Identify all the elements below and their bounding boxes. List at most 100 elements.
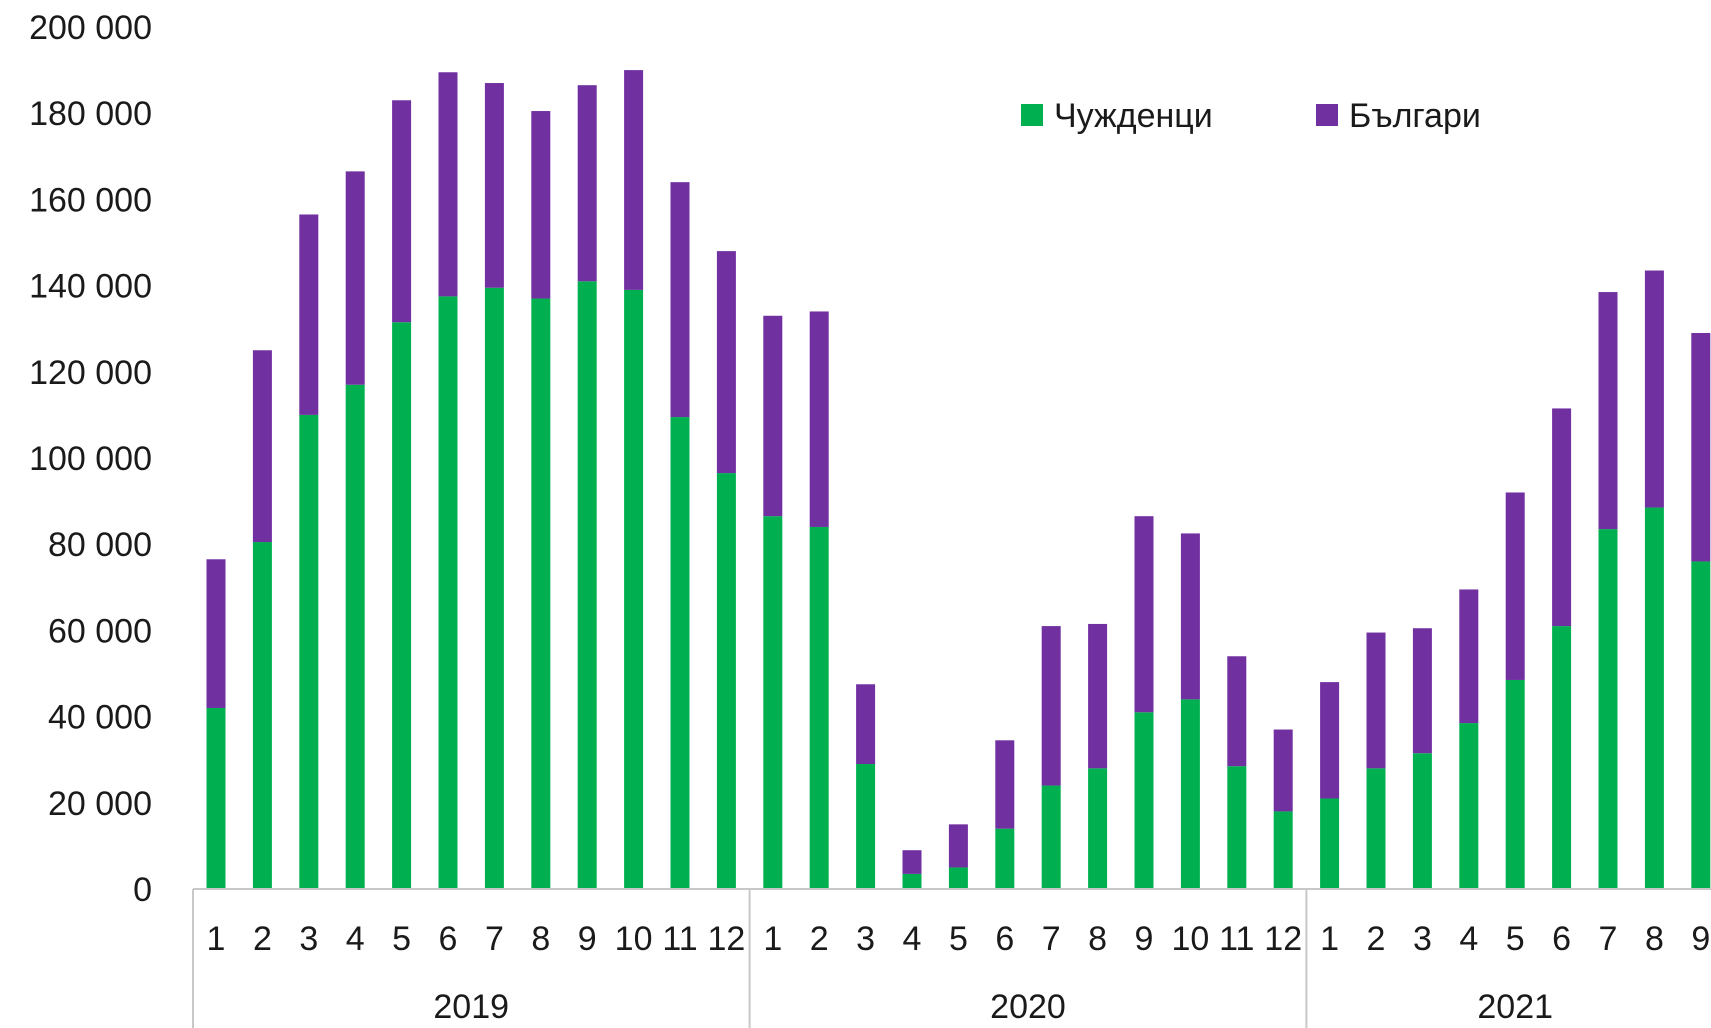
y-tick-label: 140 000 bbox=[29, 268, 152, 306]
bar-chuzhdentsi bbox=[484, 287, 504, 889]
bar-balgari bbox=[1088, 623, 1108, 769]
x-tick-label: 5 bbox=[949, 920, 968, 958]
x-tick-label: 6 bbox=[439, 920, 458, 958]
bar-balgari bbox=[1320, 682, 1340, 799]
x-tick-label: 4 bbox=[903, 920, 922, 958]
y-tick-label: 40 000 bbox=[48, 699, 152, 737]
bar-chuzhdentsi bbox=[299, 414, 319, 889]
bar-chuzhdentsi bbox=[1273, 811, 1293, 889]
bar-chuzhdentsi bbox=[438, 296, 458, 889]
bar-chuzhdentsi bbox=[624, 289, 644, 889]
bar-chuzhdentsi bbox=[902, 873, 922, 889]
bar-balgari bbox=[670, 182, 690, 418]
bar-balgari bbox=[1459, 589, 1479, 724]
bar-balgari bbox=[345, 171, 365, 385]
bar-balgari bbox=[716, 251, 736, 474]
x-tick-label: 11 bbox=[1219, 920, 1254, 958]
bars bbox=[206, 70, 1711, 889]
bar-chuzhdentsi bbox=[716, 473, 736, 889]
legend-label: Чужденци bbox=[1054, 97, 1213, 135]
bar-chuzhdentsi bbox=[1598, 529, 1618, 889]
y-axis-labels: 0 20 000 40 000 60 000 80 000 100 000 120 000 1… bbox=[29, 9, 152, 909]
legend-swatch bbox=[1021, 104, 1043, 126]
bar-balgari bbox=[1598, 292, 1618, 530]
bar-balgari bbox=[252, 350, 272, 543]
bar-balgari bbox=[624, 70, 644, 290]
bar-chuzhdentsi bbox=[1552, 626, 1572, 889]
bar-chuzhdentsi bbox=[670, 417, 690, 889]
bar-chuzhdentsi bbox=[1320, 798, 1340, 889]
x-tick-label: 2 bbox=[1367, 920, 1386, 958]
x-tick-label: 10 bbox=[1171, 920, 1209, 958]
x-tick-label: 4 bbox=[1459, 920, 1478, 958]
bar-chuzhdentsi bbox=[531, 298, 551, 889]
bar-balgari bbox=[948, 824, 968, 868]
y-tick-label: 0 bbox=[133, 871, 152, 909]
x-tick-label: 2 bbox=[810, 920, 829, 958]
bar-chuzhdentsi bbox=[995, 828, 1015, 889]
bar-balgari bbox=[1644, 270, 1664, 508]
bar-chuzhdentsi bbox=[1041, 785, 1061, 889]
x-tick-label: 9 bbox=[1135, 920, 1154, 958]
bar-balgari bbox=[577, 85, 597, 282]
bar-chuzhdentsi bbox=[1459, 723, 1479, 889]
bar-chuzhdentsi bbox=[1691, 561, 1711, 889]
bar-chuzhdentsi bbox=[809, 526, 829, 889]
bar-balgari bbox=[1552, 408, 1572, 627]
bar-chuzhdentsi bbox=[856, 764, 876, 889]
x-tick-label: 7 bbox=[485, 920, 504, 958]
bar-balgari bbox=[995, 740, 1015, 829]
bar-chuzhdentsi bbox=[577, 281, 597, 889]
x-tick-label: 11 bbox=[662, 920, 697, 958]
bar-chuzhdentsi bbox=[1134, 712, 1154, 889]
x-tick-label: 8 bbox=[531, 920, 550, 958]
bar-balgari bbox=[1180, 533, 1200, 700]
bar-balgari bbox=[763, 315, 783, 517]
x-tick-label: 1 bbox=[1320, 920, 1339, 958]
bar-chuzhdentsi bbox=[1227, 766, 1247, 889]
x-group-label: 2021 bbox=[1477, 988, 1553, 1026]
bar-balgari bbox=[809, 311, 829, 527]
y-tick-label: 160 000 bbox=[29, 181, 152, 219]
bar-chuzhdentsi bbox=[1180, 699, 1200, 889]
x-tick-label: 5 bbox=[392, 920, 411, 958]
y-tick-label: 100 000 bbox=[29, 440, 152, 478]
bar-chuzhdentsi bbox=[1366, 768, 1386, 889]
legend-label: Българи bbox=[1349, 97, 1481, 135]
bar-balgari bbox=[1691, 333, 1711, 562]
bar-chuzhdentsi bbox=[392, 322, 412, 889]
y-tick-label: 180 000 bbox=[29, 95, 152, 133]
x-tick-label: 6 bbox=[995, 920, 1014, 958]
x-tick-label: 1 bbox=[763, 920, 782, 958]
bar-chuzhdentsi bbox=[1505, 679, 1525, 889]
x-tick-label: 3 bbox=[1413, 920, 1432, 958]
bar-chuzhdentsi bbox=[763, 516, 783, 889]
x-tick-label: 7 bbox=[1042, 920, 1061, 958]
x-tick-label: 8 bbox=[1645, 920, 1664, 958]
x-tick-label: 1 bbox=[207, 920, 226, 958]
x-tick-label: 9 bbox=[578, 920, 597, 958]
x-tick-label: 9 bbox=[1691, 920, 1710, 958]
bar-chuzhdentsi bbox=[948, 867, 968, 889]
bar-chuzhdentsi bbox=[1412, 753, 1432, 889]
x-group-label: 2020 bbox=[990, 988, 1066, 1026]
y-tick-label: 60 000 bbox=[48, 612, 152, 650]
x-tick-label: 3 bbox=[856, 920, 875, 958]
x-tick-label: 8 bbox=[1088, 920, 1107, 958]
x-tick-label: 7 bbox=[1599, 920, 1618, 958]
bar-chuzhdentsi bbox=[252, 542, 272, 889]
bar-balgari bbox=[1273, 729, 1293, 812]
x-tick-label: 5 bbox=[1506, 920, 1525, 958]
x-tick-label: 2 bbox=[253, 920, 272, 958]
x-group-label: 2019 bbox=[433, 988, 509, 1026]
bar-balgari bbox=[1227, 656, 1247, 767]
y-tick-label: 200 000 bbox=[29, 9, 152, 47]
y-tick-label: 80 000 bbox=[48, 526, 152, 564]
bar-chuzhdentsi bbox=[345, 384, 365, 889]
bar-chuzhdentsi bbox=[206, 707, 226, 889]
bar-balgari bbox=[902, 850, 922, 874]
bar-balgari bbox=[1412, 628, 1432, 754]
bar-chuzhdentsi bbox=[1644, 507, 1664, 889]
bar-balgari bbox=[299, 214, 319, 415]
